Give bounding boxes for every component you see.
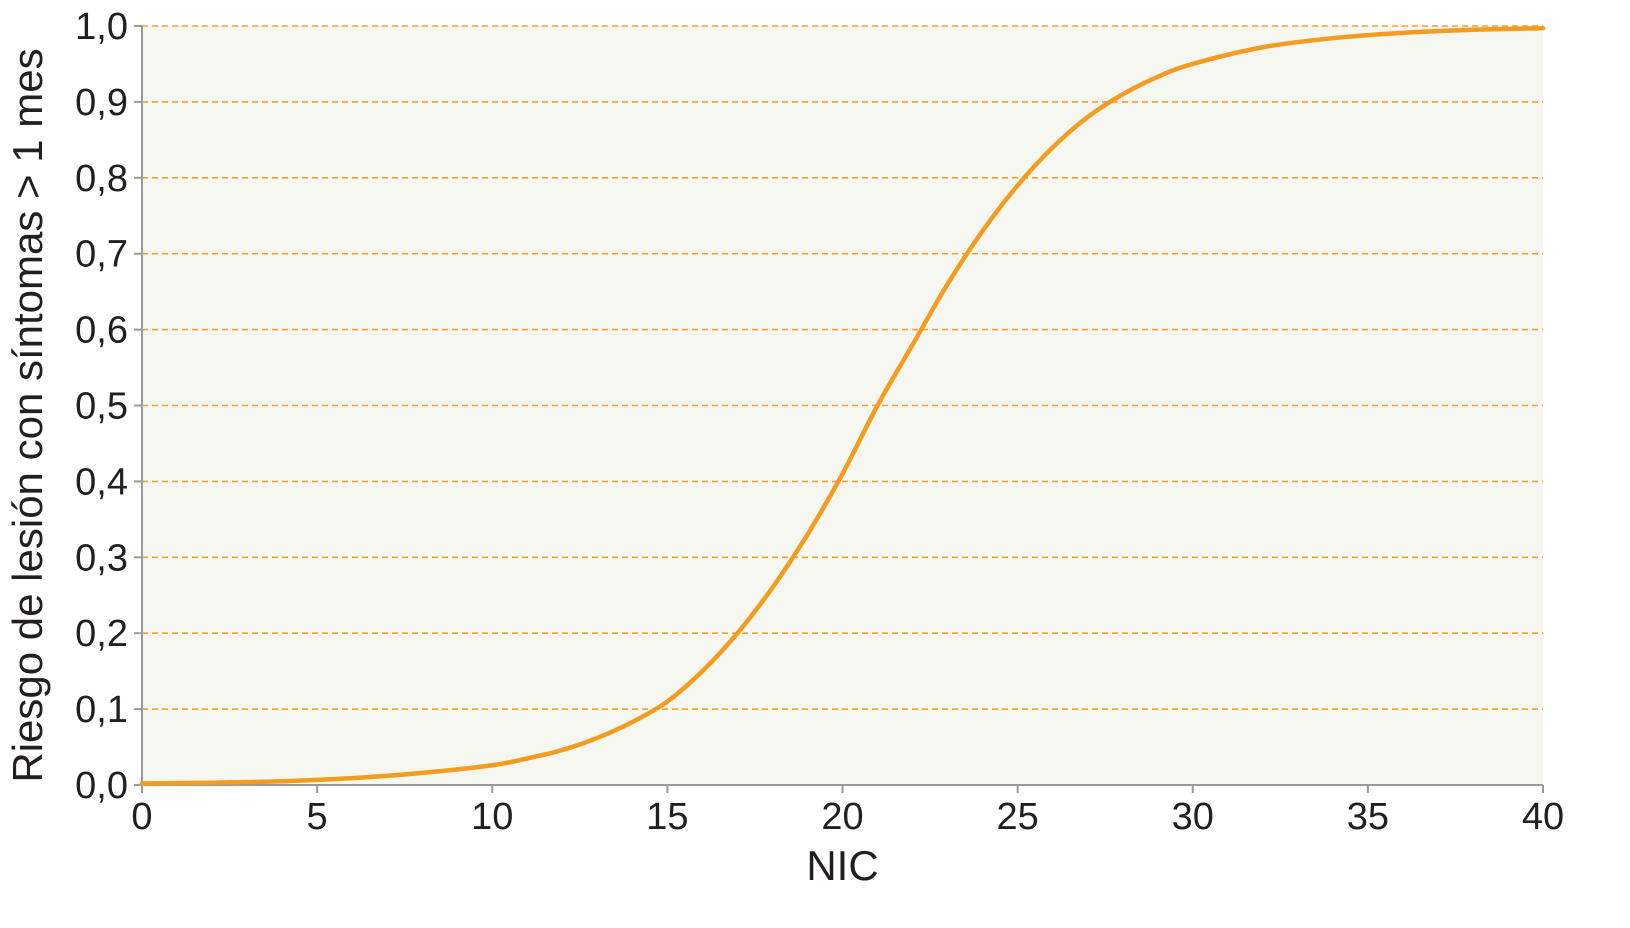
x-tick-labels: 0 5 10 15 20 25 30 35 40 (131, 796, 1564, 838)
x-axis-title: NIC (806, 842, 878, 889)
y-tick-label: 0,3 (75, 537, 128, 579)
x-tick-label: 5 (307, 796, 328, 838)
x-tick-label: 25 (996, 796, 1038, 838)
y-tick-label: 0,2 (75, 613, 128, 655)
y-tick-label: 0,0 (75, 765, 128, 807)
series-group (139, 26, 1546, 786)
y-tick-label: 0,1 (75, 689, 128, 731)
y-tick-label: 1,0 (75, 6, 128, 48)
y-axis-title: Riesgo de lesión con síntomas > 1 mes (4, 48, 51, 782)
x-tick-label: 35 (1347, 796, 1389, 838)
series-line (139, 26, 1546, 786)
y-tick-label: 0,9 (75, 82, 128, 124)
x-tick-label: 30 (1172, 796, 1214, 838)
x-tick-label: 20 (821, 796, 863, 838)
y-tick-label: 0,7 (75, 234, 128, 276)
x-tick-label: 15 (646, 796, 688, 838)
y-tick-label: 0,4 (75, 461, 128, 503)
grid-lines (142, 25, 1543, 710)
y-tick-labels: 0,0 0,1 0,2 0,3 0,4 0,5 0,6 0,7 0,8 0,9 1,0 (75, 6, 128, 807)
y-tick-label: 0,8 (75, 158, 128, 200)
y-tick-label: 0,5 (75, 386, 128, 428)
y-tick-label: 0,6 (75, 310, 128, 352)
x-tick-label: 10 (471, 796, 513, 838)
x-tick-label: 40 (1522, 796, 1564, 838)
x-tick-label: 0 (131, 796, 152, 838)
